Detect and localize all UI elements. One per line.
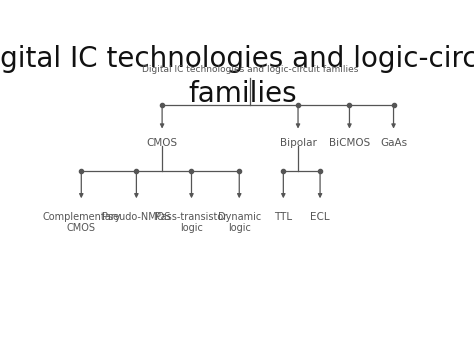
Text: BiCMOS: BiCMOS [329,138,370,148]
Text: Digital IC technologies and logic-circuit
families: Digital IC technologies and logic-circui… [0,45,474,108]
Text: CMOS: CMOS [146,138,178,148]
Text: Bipolar: Bipolar [280,138,317,148]
Text: Dynamic
logic: Dynamic logic [218,212,261,233]
Text: TTL: TTL [274,212,292,222]
Text: Digital IC technologies and logic-circuit families: Digital IC technologies and logic-circui… [142,65,358,74]
Text: Pass-transistor
logic: Pass-transistor logic [155,212,228,233]
Text: Complementary
CMOS: Complementary CMOS [42,212,120,233]
Text: GaAs: GaAs [380,138,407,148]
Text: Pseudo-NMOS: Pseudo-NMOS [102,212,171,222]
Text: ECL: ECL [310,212,330,222]
